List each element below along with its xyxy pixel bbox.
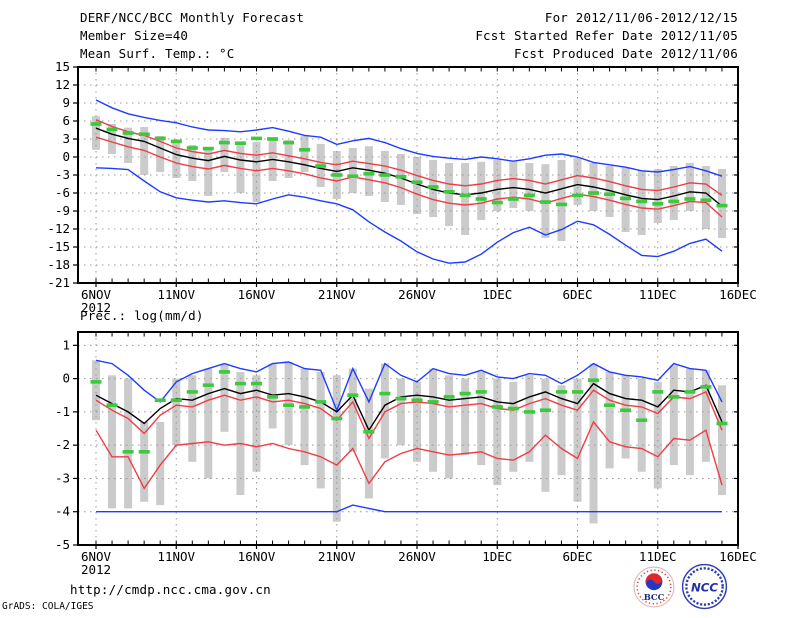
series-ensemble-min <box>95 167 723 264</box>
plot-frame <box>77 331 739 546</box>
series-ensemble-mean <box>95 127 723 207</box>
y-tick-label: -9 <box>55 203 70 218</box>
observation-dashes <box>90 370 728 454</box>
ncc-logo-text: NCC <box>691 580 718 594</box>
gridlines <box>78 67 738 283</box>
member-range-bars <box>92 116 726 241</box>
x-tick-label: 21NOV <box>318 287 356 302</box>
refer-date-label: Fcst Started Refer Date 2012/11/05 <box>475 28 738 43</box>
y-tick-label: 6 <box>62 113 70 128</box>
series-upper-bound <box>95 119 723 196</box>
website-url: http://cmdp.ncc.cma.gov.cn <box>70 582 271 597</box>
x-year-label: 2012 <box>81 300 111 315</box>
y-tick-label: -1 <box>55 404 70 419</box>
y-tick-label: -6 <box>55 185 70 200</box>
x-tick-label: 6DEC <box>562 287 592 302</box>
bcc-logo: BCC <box>633 566 675 608</box>
x-tick-label: 16DEC <box>719 549 757 564</box>
y-tick-label: -18 <box>47 257 70 272</box>
x-tick-label: 6NOV <box>81 287 112 302</box>
y-tick-label: -4 <box>55 504 70 519</box>
series-lower-bound <box>95 136 723 218</box>
x-tick-label: 26NOV <box>398 287 436 302</box>
member-size-label: Member Size=40 <box>80 28 189 43</box>
header-left: DERF/NCC/BCC Monthly Forecast Member Siz… <box>80 9 304 63</box>
bcc-logo-text-ring <box>636 569 672 605</box>
x-tick-label: 16NOV <box>238 287 276 302</box>
temp-chart-title: Mean Surf. Temp.: °C <box>80 46 235 61</box>
x-tick-label: 6NOV <box>81 549 112 564</box>
y-tick-label: 0 <box>62 371 70 386</box>
page-title: DERF/NCC/BCC Monthly Forecast <box>80 10 305 25</box>
tick-marks <box>73 333 739 549</box>
x-year-label: 2012 <box>81 562 111 577</box>
x-tick-label: 1DEC <box>482 549 512 564</box>
forecast-range-label: For 2012/11/06-2012/12/15 <box>544 10 738 25</box>
series-ensemble-min <box>96 504 722 513</box>
y-tick-label: -5 <box>55 537 70 552</box>
tick-marks <box>73 66 739 287</box>
x-tick-label: 21NOV <box>318 549 356 564</box>
series-ensemble-max <box>95 99 723 177</box>
y-tick-label: -3 <box>55 167 70 182</box>
y-tick-label: -15 <box>47 239 70 254</box>
ncc-logo: NCC <box>681 563 728 610</box>
bcc-logo-text: BCC <box>644 592 665 602</box>
series-upper-bound <box>95 389 723 441</box>
bcc-logo-swirl <box>645 573 663 591</box>
y-tick-label: 3 <box>62 131 70 146</box>
member-range-bars <box>92 360 726 524</box>
x-tick-label: 16NOV <box>238 549 276 564</box>
y-tick-label: -2 <box>55 437 70 452</box>
y-tick-label: -3 <box>55 470 70 485</box>
x-tick-label: 16DEC <box>719 287 757 302</box>
precip-chart-title: Prec.: log(mm/d) <box>80 308 204 323</box>
ncc-logo-ring <box>681 563 728 610</box>
series-lower-bound <box>95 420 723 490</box>
x-tick-label: 11NOV <box>157 287 195 302</box>
y-tick-label: 0 <box>62 149 70 164</box>
x-tick-label: 6DEC <box>562 549 592 564</box>
x-tick-label: 11DEC <box>639 549 677 564</box>
ncc-logo-wreath <box>685 567 724 606</box>
y-tick-label: 1 <box>62 337 70 352</box>
x-tick-label: 1DEC <box>482 287 512 302</box>
x-tick-label: 11NOV <box>157 549 195 564</box>
y-tick-label: -21 <box>47 275 70 290</box>
header-right: For 2012/11/06-2012/12/15 Fcst Started R… <box>475 9 738 63</box>
series-ensemble-max <box>95 359 723 413</box>
y-tick-label: -12 <box>47 221 70 236</box>
x-tick-label: 11DEC <box>639 287 677 302</box>
produced-date-label: Fcst Produced Date 2012/11/06 <box>513 46 738 61</box>
observation-dashes <box>90 122 728 208</box>
y-tick-label: 9 <box>62 95 70 110</box>
grads-credit: GrADS: COLA/IGES <box>2 601 94 612</box>
x-tick-label: 26NOV <box>398 549 436 564</box>
y-tick-label: 12 <box>55 77 70 92</box>
y-tick-label: 15 <box>55 59 70 74</box>
series-ensemble-mean <box>95 382 723 432</box>
